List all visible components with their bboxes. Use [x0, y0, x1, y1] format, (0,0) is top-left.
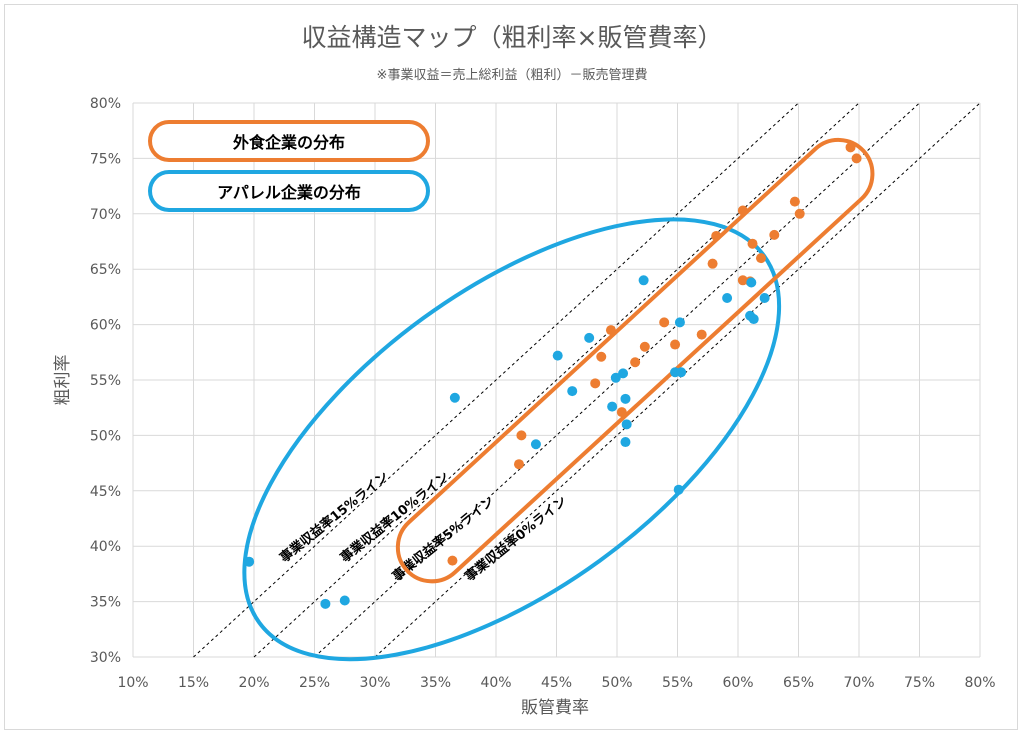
apparel-data-point	[638, 275, 649, 286]
restaurant-distribution-outline	[395, 137, 875, 584]
restaurant-data-point	[696, 329, 707, 340]
restaurant-data-point	[845, 142, 856, 153]
x-tick-label: 75%	[904, 675, 935, 691]
apparel-data-point	[618, 368, 629, 379]
apparel-data-point	[676, 367, 687, 378]
apparel-data-point	[552, 350, 563, 361]
reference-line	[253, 102, 860, 658]
chart-subtitle: ※事業収益＝売上総利益（粗利）－販売管理費	[376, 68, 648, 83]
y-tick-label: 50%	[90, 428, 121, 444]
restaurant-data-point	[755, 253, 766, 264]
apparel-data-point	[620, 393, 631, 404]
reference-line	[193, 102, 799, 658]
tick-labels: 10% 15% 20% 25% 30% 35% 40% 45% 50% 55% 60% 65% 70% 7…	[90, 96, 996, 691]
restaurant-data-point	[737, 205, 748, 216]
legend-item-label: アパレル企業の分布	[217, 183, 361, 202]
x-tick-label: 55%	[662, 675, 693, 691]
restaurant-data-point	[789, 196, 800, 207]
x-tick-label: 65%	[783, 675, 814, 691]
restaurant-data-point	[769, 229, 780, 240]
restaurant-data-point	[516, 430, 527, 441]
x-tick-label: 20%	[238, 675, 269, 691]
chart-title: 収益構造マップ（粗利率×販管費率）	[301, 23, 723, 52]
apparel-data-point	[673, 484, 684, 495]
restaurant-data-point	[590, 378, 601, 389]
restaurant-data-point	[605, 325, 616, 336]
legend-item-label: 外食企業の分布	[232, 133, 345, 152]
restaurant-data-point	[707, 258, 718, 269]
y-tick-label: 65%	[90, 262, 121, 278]
restaurant-data-point	[639, 341, 650, 352]
apparel-data-point	[722, 293, 733, 304]
apparel-data-point	[620, 437, 631, 448]
y-tick-label: 80%	[90, 96, 121, 112]
restaurant-data-point	[447, 555, 458, 566]
apparel-data-point	[567, 386, 578, 397]
restaurant-data-point	[711, 230, 722, 241]
y-tick-label: 55%	[90, 373, 121, 389]
restaurant-data-point	[851, 153, 862, 164]
apparel-data-point	[748, 314, 759, 325]
restaurant-data-point	[659, 317, 670, 328]
x-tick-label: 60%	[722, 675, 753, 691]
x-tick-label: 25%	[299, 675, 330, 691]
apparel-data-point	[584, 332, 595, 343]
apparel-data-point	[610, 372, 621, 383]
x-axis-title: 販管費率	[521, 698, 589, 718]
apparel-data-point	[449, 392, 460, 403]
restaurant-data-point	[794, 208, 805, 219]
apparel-data-point	[607, 401, 618, 412]
y-tick-label: 30%	[90, 650, 121, 666]
y-tick-label: 40%	[90, 539, 121, 555]
x-tick-label: 30%	[359, 675, 390, 691]
apparel-data-point	[339, 595, 350, 606]
x-tick-label: 70%	[843, 675, 874, 691]
apparel-data-point	[674, 317, 685, 328]
legend-item-box	[148, 120, 430, 162]
restaurant-data-point	[747, 238, 758, 249]
x-tick-label: 45%	[541, 675, 572, 691]
x-tick-label: 50%	[601, 675, 632, 691]
apparel-data-point	[746, 277, 757, 288]
y-tick-label: 60%	[90, 318, 121, 334]
apparel-data-point	[530, 439, 541, 450]
x-tick-label: 35%	[420, 675, 451, 691]
y-axis-title: 粗利率	[53, 355, 73, 406]
restaurant-data-point	[596, 351, 607, 362]
y-tick-label: 70%	[90, 207, 121, 223]
x-tick-label: 80%	[964, 675, 995, 691]
restaurant-data-point	[513, 459, 524, 470]
apparel-data-point	[320, 598, 331, 609]
apparel-data-point	[759, 293, 770, 304]
x-tick-label: 10%	[117, 675, 148, 691]
distribution-outlines	[242, 137, 875, 662]
x-tick-label: 15%	[178, 675, 209, 691]
y-tick-label: 75%	[90, 151, 121, 167]
x-tick-label: 40%	[480, 675, 511, 691]
restaurant-data-point	[630, 357, 641, 368]
apparel-data-point	[621, 419, 632, 430]
apparel-data-point	[244, 556, 255, 567]
legend-item-box	[148, 170, 430, 212]
y-tick-label: 45%	[90, 484, 121, 500]
reference-line	[374, 102, 981, 658]
y-tick-label: 35%	[90, 595, 121, 611]
restaurant-data-point	[616, 407, 627, 418]
data-points	[244, 142, 862, 609]
restaurant-data-point	[670, 339, 681, 350]
